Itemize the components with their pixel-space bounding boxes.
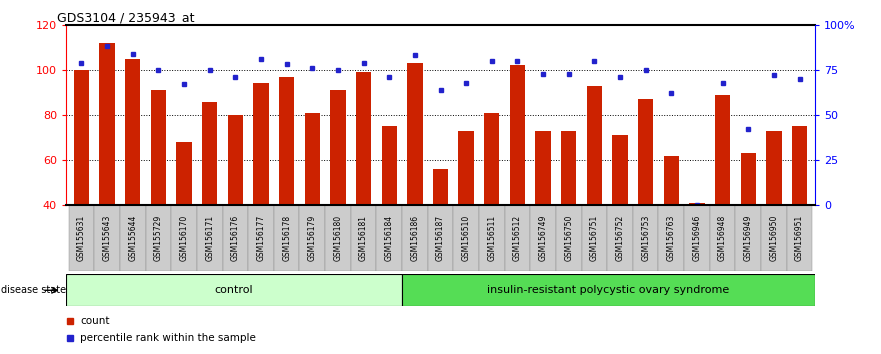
Bar — [530, 205, 556, 271]
Bar — [74, 70, 89, 205]
Text: GDS3104 / 235943_at: GDS3104 / 235943_at — [57, 11, 195, 24]
Text: GSM156178: GSM156178 — [282, 215, 291, 261]
Text: GSM155644: GSM155644 — [129, 215, 137, 261]
Text: GSM156950: GSM156950 — [769, 215, 779, 261]
Text: GSM156512: GSM156512 — [513, 215, 522, 261]
Text: GSM156946: GSM156946 — [692, 215, 701, 261]
Bar — [227, 115, 243, 205]
Bar — [658, 205, 685, 271]
Bar — [510, 65, 525, 205]
Bar — [663, 156, 679, 205]
Bar — [125, 59, 140, 205]
Bar — [120, 205, 145, 271]
Text: GSM156177: GSM156177 — [256, 215, 265, 261]
Bar — [402, 205, 427, 271]
Text: percentile rank within the sample: percentile rank within the sample — [80, 333, 256, 343]
Bar — [612, 135, 627, 205]
Bar — [433, 169, 448, 205]
Text: GSM156184: GSM156184 — [385, 215, 394, 261]
Bar — [69, 205, 94, 271]
Text: GSM156510: GSM156510 — [462, 215, 470, 261]
Bar — [633, 205, 658, 271]
Bar — [792, 126, 807, 205]
Text: GSM156948: GSM156948 — [718, 215, 727, 261]
Text: GSM156951: GSM156951 — [795, 215, 804, 261]
Text: GSM156949: GSM156949 — [744, 215, 752, 261]
Bar — [479, 205, 505, 271]
Bar — [561, 131, 576, 205]
Text: GSM156752: GSM156752 — [616, 215, 625, 261]
Bar — [94, 205, 120, 271]
Text: GSM156749: GSM156749 — [538, 215, 548, 261]
Bar — [458, 131, 474, 205]
Text: GSM155631: GSM155631 — [77, 215, 86, 261]
Text: GSM155643: GSM155643 — [102, 215, 112, 261]
Bar — [407, 63, 423, 205]
Text: control: control — [215, 285, 253, 295]
Bar — [376, 205, 402, 271]
Bar — [787, 205, 812, 271]
Bar — [330, 90, 345, 205]
Text: GSM156179: GSM156179 — [307, 215, 317, 261]
Bar — [484, 113, 500, 205]
Text: GSM156180: GSM156180 — [333, 215, 343, 261]
Bar — [151, 90, 167, 205]
Bar — [714, 95, 730, 205]
Bar — [381, 126, 397, 205]
Bar — [274, 205, 300, 271]
Bar — [351, 205, 376, 271]
Text: GSM156187: GSM156187 — [436, 215, 445, 261]
Text: disease state: disease state — [1, 285, 66, 295]
Text: GSM156511: GSM156511 — [487, 215, 496, 261]
Bar — [223, 205, 248, 271]
Text: GSM156181: GSM156181 — [359, 215, 368, 261]
Text: GSM155729: GSM155729 — [154, 215, 163, 261]
Bar — [581, 205, 607, 271]
Text: count: count — [80, 316, 109, 326]
Bar — [685, 205, 710, 271]
Bar — [202, 102, 218, 205]
Text: GSM156186: GSM156186 — [411, 215, 419, 261]
Bar — [145, 205, 171, 271]
Bar — [305, 113, 320, 205]
Bar — [536, 131, 551, 205]
Bar — [736, 205, 761, 271]
Text: GSM156171: GSM156171 — [205, 215, 214, 261]
Bar — [689, 203, 705, 205]
Text: GSM156763: GSM156763 — [667, 215, 676, 261]
Bar — [171, 205, 196, 271]
Bar — [100, 43, 115, 205]
Text: GSM156176: GSM156176 — [231, 215, 240, 261]
Bar — [607, 205, 633, 271]
Text: GSM156170: GSM156170 — [180, 215, 189, 261]
Bar — [427, 205, 454, 271]
Text: GSM156753: GSM156753 — [641, 215, 650, 261]
Bar — [766, 131, 781, 205]
Bar — [325, 205, 351, 271]
Bar — [279, 77, 294, 205]
Bar — [741, 153, 756, 205]
Bar — [710, 205, 736, 271]
Bar — [196, 205, 223, 271]
Text: GSM156750: GSM156750 — [564, 215, 574, 261]
Bar — [248, 205, 274, 271]
Bar — [66, 274, 402, 306]
Bar — [638, 99, 654, 205]
Bar — [505, 205, 530, 271]
Bar — [402, 274, 815, 306]
Bar — [761, 205, 787, 271]
Bar — [454, 205, 479, 271]
Bar — [587, 86, 602, 205]
Bar — [356, 72, 371, 205]
Bar — [176, 142, 192, 205]
Bar — [300, 205, 325, 271]
Text: insulin-resistant polycystic ovary syndrome: insulin-resistant polycystic ovary syndr… — [487, 285, 729, 295]
Bar — [254, 84, 269, 205]
Text: GSM156751: GSM156751 — [590, 215, 599, 261]
Bar — [556, 205, 581, 271]
